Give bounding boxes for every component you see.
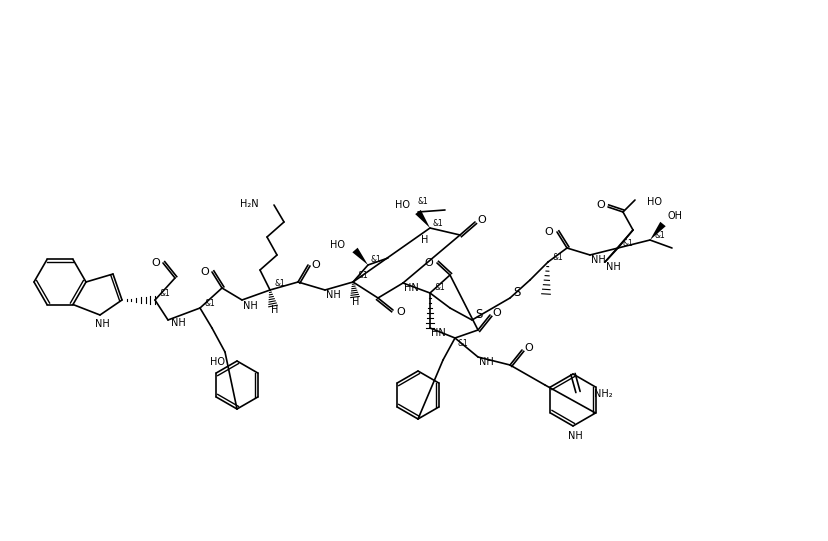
Polygon shape	[415, 210, 430, 228]
Text: HO: HO	[646, 197, 662, 207]
Text: NH: NH	[478, 357, 493, 367]
Text: NH₂: NH₂	[594, 389, 612, 399]
Text: &1: &1	[434, 283, 445, 293]
Text: &1: &1	[274, 280, 285, 288]
Text: HO: HO	[210, 357, 225, 367]
Text: S: S	[513, 287, 520, 300]
Text: O: O	[544, 227, 553, 237]
Text: O: O	[200, 267, 209, 277]
Text: NH: NH	[94, 319, 109, 329]
Text: HN: HN	[430, 328, 445, 338]
Text: NH: NH	[590, 255, 604, 265]
Text: NH: NH	[243, 301, 257, 311]
Polygon shape	[352, 248, 368, 265]
Text: &1: &1	[160, 288, 171, 298]
Text: NH: NH	[567, 431, 582, 441]
Text: O: O	[311, 260, 320, 270]
Text: &1: &1	[552, 253, 563, 261]
Text: O: O	[396, 307, 405, 317]
Text: &1: &1	[432, 219, 443, 228]
Text: NH: NH	[325, 290, 340, 300]
Text: &1: &1	[457, 340, 468, 348]
Text: &1: &1	[622, 239, 633, 247]
Text: H: H	[352, 297, 359, 307]
Text: &1: &1	[417, 197, 428, 207]
Text: H: H	[271, 305, 278, 315]
Text: HO: HO	[330, 240, 344, 250]
Text: &1: &1	[654, 230, 665, 240]
Text: O: O	[596, 200, 604, 210]
Text: O: O	[477, 215, 486, 225]
Text: O: O	[524, 343, 532, 353]
Text: NH: NH	[605, 262, 619, 272]
Text: S: S	[474, 308, 482, 321]
Text: &1: &1	[357, 272, 368, 280]
Text: NH: NH	[171, 318, 185, 328]
Text: H₂N: H₂N	[240, 199, 258, 209]
Text: HO: HO	[394, 200, 410, 210]
Text: HN: HN	[403, 283, 418, 293]
Text: O: O	[152, 258, 160, 268]
Polygon shape	[649, 222, 665, 240]
Text: O: O	[492, 308, 501, 318]
Text: O: O	[424, 258, 433, 268]
Text: &1: &1	[370, 254, 381, 263]
Text: &1: &1	[205, 299, 215, 307]
Text: H: H	[421, 235, 428, 245]
Text: OH: OH	[667, 211, 682, 221]
